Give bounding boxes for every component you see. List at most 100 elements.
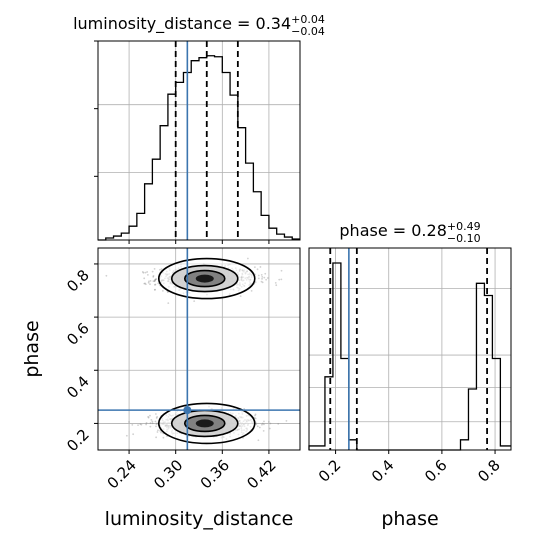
posterior-sample-point [154, 279, 156, 281]
density-contour-level [195, 419, 214, 428]
posterior-sample-point [149, 414, 151, 417]
posterior-sample-point [155, 417, 158, 419]
scatter-y-tick-label: 0.6 [63, 319, 93, 349]
posterior-sample-point [132, 433, 135, 436]
phase-hist-frame [308, 247, 512, 451]
posterior-sample-point [274, 281, 277, 284]
posterior-sample-point [167, 302, 170, 304]
posterior-sample-point [162, 436, 165, 439]
posterior-sample-point [261, 281, 264, 284]
phase-hist-x-label: phase [381, 508, 438, 530]
posterior-sample-point [154, 278, 157, 281]
posterior-sample-point [149, 422, 152, 424]
posterior-sample-point [258, 426, 261, 429]
posterior-sample-point [142, 271, 145, 274]
posterior-sample-point [160, 268, 163, 270]
luminosity-distance-histogram-panel: luminosity_distance = 0.34+0.04−0.04 [73, 13, 325, 244]
posterior-sample-point [193, 300, 196, 303]
posterior-sample-point [155, 278, 158, 280]
lum-dist-hist-title: luminosity_distance = 0.34+0.04 [73, 13, 325, 34]
posterior-sample-point [259, 266, 262, 268]
posterior-sample-point [144, 282, 146, 285]
posterior-sample-point [257, 274, 260, 277]
posterior-sample-point [151, 422, 154, 425]
posterior-sample-point [261, 423, 263, 426]
posterior-sample-point [257, 439, 260, 442]
phase-histogram-panel: phase = 0.28+0.49−0.10 0.2 0.4 0.6 0.8 phase [308, 220, 512, 530]
posterior-sample-point [257, 277, 260, 280]
posterior-sample-point [280, 269, 283, 272]
posterior-sample-point [280, 278, 283, 281]
lum-dist-hist-title-upper-error: +0.04 [291, 13, 325, 26]
posterior-sample-point [153, 267, 156, 270]
posterior-sample-point [254, 281, 257, 284]
phase-hist-title: phase = 0.28+0.49 [339, 220, 480, 240]
phase-hist-x-tick-label: 0.4 [368, 456, 398, 486]
posterior-sample-point [161, 290, 164, 292]
lum-dist-hist-histogram-steps [98, 55, 300, 241]
posterior-sample-point [143, 277, 146, 280]
posterior-sample-point [253, 266, 256, 269]
posterior-sample-point [149, 279, 152, 282]
lum-dist-hist-title-lower-error: −0.04 [291, 25, 325, 38]
posterior-sample-point [239, 295, 242, 298]
posterior-sample-point [154, 288, 156, 291]
scatter-x-tick-label: 0.24 [104, 456, 140, 492]
posterior-sample-point [105, 274, 108, 277]
posterior-sample-point [147, 280, 150, 283]
phase-hist-title-lower-error: −0.10 [447, 232, 481, 245]
posterior-sample-point [166, 291, 169, 294]
posterior-sample-point [261, 277, 263, 280]
posterior-sample-point [145, 421, 148, 424]
posterior-sample-point [151, 270, 154, 273]
posterior-sample-point [143, 282, 146, 285]
phase-vs-luminosity-distance-scatter-panel: 0.24 0.30 0.36 0.42 0.2 0.4 0.6 0.8 luminosity_d… [21, 247, 301, 530]
posterior-sample-point [146, 273, 149, 276]
posterior-sample-point [160, 431, 162, 434]
phase-hist-title-upper-error: +0.49 [447, 220, 481, 233]
posterior-sample-point [263, 423, 265, 426]
posterior-sample-point [156, 431, 159, 433]
posterior-sample-point [254, 414, 256, 417]
posterior-sample-point [140, 423, 143, 426]
posterior-sample-point [137, 424, 139, 427]
posterior-sample-point [260, 280, 263, 283]
posterior-sample-point [268, 427, 271, 430]
posterior-sample-point [128, 421, 130, 423]
posterior-sample-point [155, 423, 158, 426]
scatter-x-tick-label: 0.30 [150, 456, 186, 492]
posterior-sample-point [154, 283, 157, 286]
scatter-y-tick-label: 0.4 [63, 372, 93, 402]
posterior-sample-point [154, 283, 156, 286]
posterior-sample-point [155, 425, 157, 428]
posterior-sample-point [144, 283, 147, 286]
density-contour-level [195, 274, 214, 283]
posterior-sample-point [154, 278, 157, 281]
posterior-sample-point [275, 284, 278, 287]
phase-hist-title-value: phase = 0.28 [339, 221, 446, 240]
posterior-sample-point [147, 416, 150, 419]
posterior-sample-point [256, 425, 259, 428]
posterior-sample-point [285, 420, 288, 422]
posterior-sample-point [152, 275, 155, 278]
posterior-sample-point [256, 268, 259, 271]
posterior-sample-point [254, 413, 257, 416]
posterior-sample-point [145, 423, 148, 426]
lum-dist-hist-title-value: luminosity_distance = 0.34 [73, 14, 291, 34]
scatter-y-tick-label: 0.8 [63, 266, 93, 296]
posterior-sample-point [149, 425, 152, 428]
posterior-sample-point [154, 413, 157, 415]
posterior-sample-point [261, 422, 264, 425]
posterior-sample-point [155, 436, 158, 439]
posterior-sample-point [149, 283, 151, 286]
posterior-sample-point [152, 274, 155, 277]
lum-dist-hist-frame [97, 40, 301, 241]
posterior-sample-point [144, 271, 147, 274]
posterior-sample-point [157, 429, 159, 432]
phase-hist-x-tick-label: 0.8 [474, 456, 504, 486]
scatter-frame [97, 247, 301, 451]
posterior-sample-point [277, 423, 280, 425]
posterior-sample-point [255, 423, 258, 426]
posterior-sample-point [159, 268, 161, 271]
